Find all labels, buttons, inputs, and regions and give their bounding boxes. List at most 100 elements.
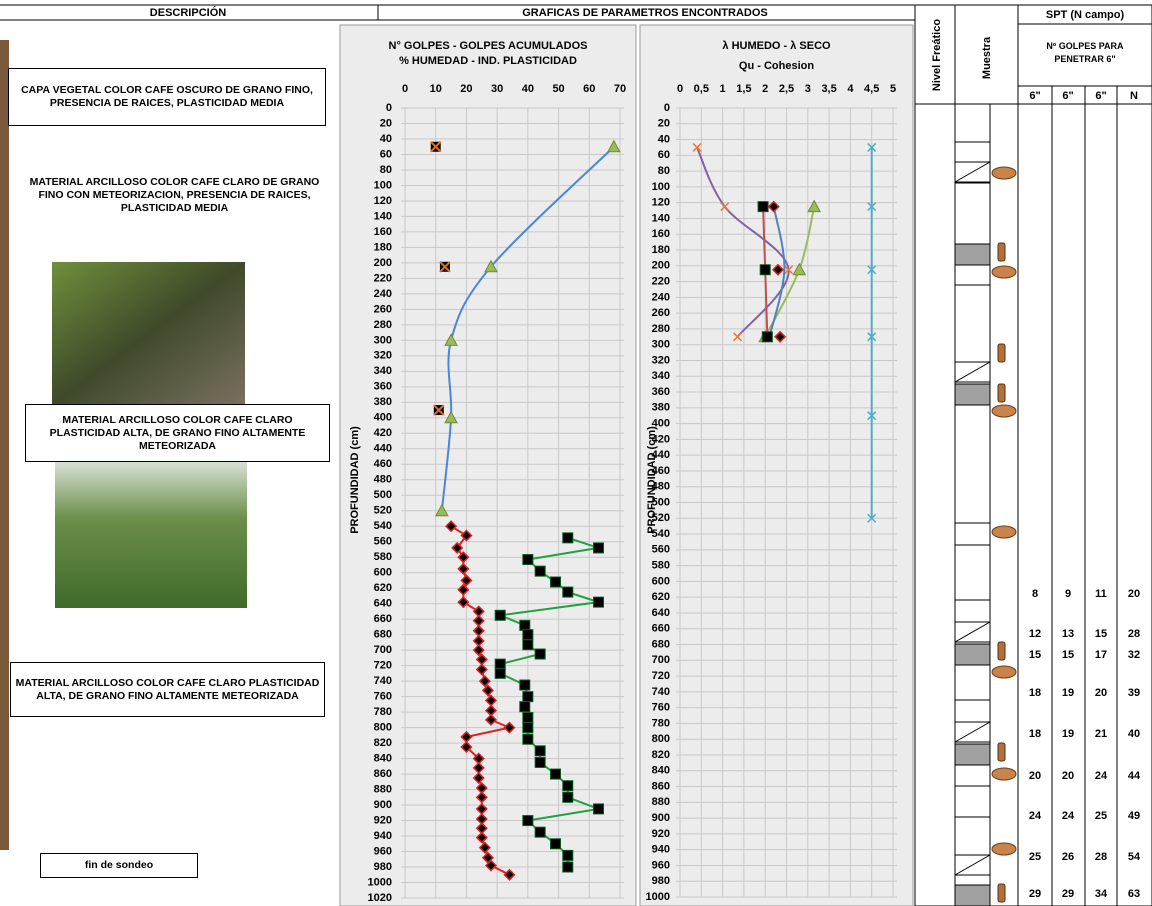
marker-diamond [503, 721, 516, 734]
data-point [534, 745, 546, 757]
y-tick-label: 760 [374, 691, 392, 703]
y-tick-label: 680 [374, 629, 392, 641]
y-tick-label: 500 [374, 489, 392, 501]
sample-diagonal [954, 621, 991, 643]
spt-cell: 18 [1029, 687, 1041, 699]
y-axis-label: PROFUNDIDAD (cm) [349, 426, 361, 534]
spt-cell: 29 [1062, 888, 1074, 900]
y-tick-label: 200 [374, 257, 392, 269]
y-tick-label: 280 [374, 319, 392, 331]
x-tick-label: 30 [491, 83, 503, 95]
marker-square [534, 648, 546, 660]
spt-cell: 15 [1095, 628, 1107, 640]
y-axis-label: PROFUNDIDAD (cm) [646, 426, 658, 534]
y-tick-label: 600 [652, 575, 670, 587]
spt-cell: 24 [1062, 810, 1075, 822]
layer-description: MATERIAL ARCILLOSO COLOR CAFE CLARO PLAS… [25, 404, 330, 462]
marker-square [562, 586, 574, 598]
marker-diamond [460, 529, 473, 542]
y-tick-label: 380 [374, 396, 392, 408]
marker-diamond [457, 583, 470, 596]
y-tick-label: 460 [652, 465, 670, 477]
y-tick-label: 660 [374, 613, 392, 625]
chart-subtitle: % HUMEDAD - IND. PLASTICIDAD [399, 55, 577, 67]
marker-diamond [767, 200, 780, 213]
spt-cell: 9 [1065, 588, 1071, 600]
data-point [522, 691, 534, 703]
data-point [519, 619, 531, 631]
data-point [792, 262, 807, 276]
spt-cell: 19 [1062, 687, 1074, 699]
x-tick-label: 0 [677, 83, 683, 95]
marker-diamond [771, 263, 785, 276]
y-tick-label: 360 [652, 386, 670, 398]
marker-triangle [607, 139, 621, 153]
data-point [867, 142, 877, 152]
header: DESCRIPCIÓN [150, 6, 226, 19]
spt-cell: 26 [1062, 851, 1074, 863]
spt-cell: 28 [1095, 851, 1107, 863]
y-tick-label: 1000 [646, 891, 670, 903]
marker-x [867, 513, 877, 523]
marker-diamond [472, 771, 485, 785]
data-point [457, 596, 470, 609]
chart-title: λ HUMEDO - λ SECO [722, 40, 831, 52]
marker-square [522, 722, 534, 734]
marker-square [534, 826, 546, 838]
data-point [534, 756, 546, 768]
x-tick-label: 0 [402, 83, 408, 95]
marker-square [759, 264, 771, 276]
marker-x [439, 261, 451, 273]
y-tick-label: 40 [658, 133, 670, 145]
y-tick-label: 160 [652, 228, 670, 240]
column-header: Nivel Freático [931, 19, 943, 91]
data-point [562, 791, 574, 803]
chart-subtitle: Qu - Cohesion [739, 60, 814, 72]
y-tick-label: 20 [380, 117, 392, 129]
y-tick-label: 0 [664, 102, 670, 114]
data-point [867, 202, 877, 212]
layer-description: CAPA VEGETAL COLOR CAFE OSCURO DE GRANO … [8, 68, 326, 126]
data-point [784, 265, 794, 275]
data-point [562, 849, 574, 861]
y-tick-label: 100 [652, 181, 670, 193]
y-tick-label: 120 [374, 195, 392, 207]
marker-triangle [444, 410, 458, 424]
column-header: Muestra [981, 36, 993, 79]
y-tick-label: 740 [652, 686, 670, 698]
marker-x [867, 332, 877, 342]
data-point [444, 333, 458, 346]
spt-cell: 25 [1029, 851, 1041, 863]
x-tick-label: 5 [890, 83, 896, 95]
y-tick-label: 780 [652, 717, 670, 729]
y-tick-label: 340 [652, 370, 670, 382]
x-tick-label: 1,5 [736, 83, 751, 95]
marker-square [522, 815, 534, 827]
spt-cell: 28 [1128, 628, 1140, 640]
x-tick-label: 70 [614, 83, 626, 95]
spt-cell: 11 [1095, 588, 1107, 600]
chart-background [639, 24, 914, 906]
marker-square [562, 780, 574, 792]
marker-square [519, 679, 531, 691]
y-tick-label: 940 [374, 830, 392, 842]
y-tick-label: 620 [652, 591, 670, 603]
y-tick-label: 840 [652, 765, 670, 777]
data-point [550, 768, 561, 780]
data-point [867, 411, 877, 421]
y-tick-label: 320 [652, 354, 670, 366]
marker-diamond [484, 859, 498, 872]
data-point [460, 574, 473, 587]
y-tick-label: 20 [658, 118, 670, 130]
y-tick-label: 360 [374, 381, 392, 393]
spt-cell: 20 [1095, 687, 1107, 699]
y-tick-label: 780 [374, 706, 392, 718]
data-point [720, 202, 730, 212]
spt-cell: 15 [1029, 649, 1041, 661]
y-tick-label: 1000 [368, 876, 392, 888]
y-tick-label: 280 [652, 323, 670, 335]
data-point [519, 679, 531, 691]
marker-x [433, 404, 445, 416]
data-point [472, 771, 485, 785]
